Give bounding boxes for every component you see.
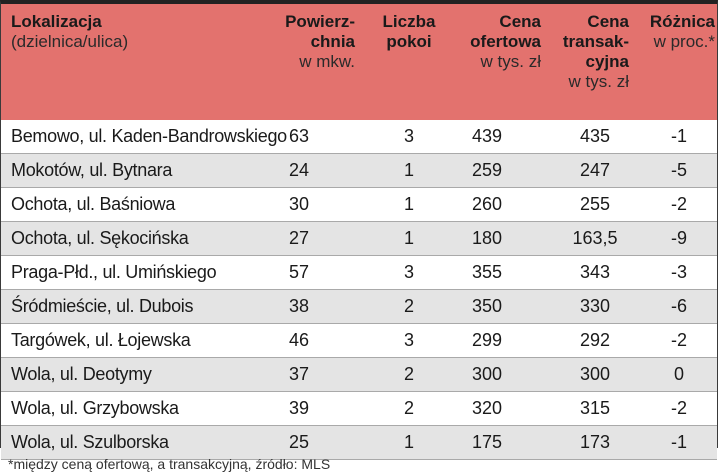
header-area-sub: w mkw. bbox=[299, 52, 355, 71]
cell-difference: -9 bbox=[670, 228, 687, 248]
header-diff: Różnica w proc.* bbox=[641, 12, 715, 52]
table-header: Lokalizacja (dzielnica/ulica) Powierz- c… bbox=[1, 4, 717, 120]
table-row: Mokotów, ul. Bytnara 24 1 259 247 -5 bbox=[1, 154, 717, 188]
cell-rooms: 1 bbox=[403, 432, 414, 452]
footnote: *między ceną ofertową, a transakcyjną, ź… bbox=[8, 456, 331, 472]
cell-transaction-price: 330 bbox=[579, 296, 611, 316]
cell-offer-price: 175 bbox=[471, 432, 503, 452]
cell-transaction-price: 300 bbox=[579, 364, 611, 384]
header-location: Lokalizacja (dzielnica/ulica) bbox=[11, 12, 128, 52]
cell-area: 57 bbox=[288, 262, 310, 282]
header-rooms-title-2: pokoi bbox=[386, 32, 432, 51]
table-row: Wola, ul. Szulborska 25 1 175 173 -1 bbox=[1, 426, 717, 460]
cell-transaction-price: 247 bbox=[579, 160, 611, 180]
cell-area: 30 bbox=[288, 194, 310, 214]
header-transaction-title-1: Cena bbox=[587, 12, 629, 31]
cell-rooms: 3 bbox=[403, 330, 414, 350]
cell-offer-price: 320 bbox=[471, 398, 503, 418]
cell-rooms: 3 bbox=[403, 262, 414, 282]
cell-rooms: 1 bbox=[403, 160, 414, 180]
header-location-title: Lokalizacja bbox=[11, 12, 102, 31]
cell-area: 46 bbox=[288, 330, 310, 350]
header-diff-sub: w proc.* bbox=[653, 32, 715, 51]
header-area: Powierz- chnia w mkw. bbox=[273, 12, 355, 72]
cell-difference: -2 bbox=[670, 330, 687, 350]
header-rooms: Liczba pokoi bbox=[377, 12, 441, 52]
header-offer-title-2: ofertowa bbox=[470, 32, 541, 51]
cell-offer-price: 350 bbox=[471, 296, 503, 316]
cell-offer-price: 439 bbox=[471, 126, 503, 146]
cell-difference: -2 bbox=[670, 194, 687, 214]
cell-transaction-price: 255 bbox=[579, 194, 611, 214]
cell-location: Targówek, ul. Łojewska bbox=[11, 330, 191, 350]
cell-transaction-price: 163,5 bbox=[572, 228, 618, 248]
cell-location: Wola, ul. Deotymy bbox=[11, 364, 152, 384]
table-row: Ochota, ul. Sękocińska 27 1 180 163,5 -9 bbox=[1, 222, 717, 256]
cell-transaction-price: 343 bbox=[579, 262, 611, 282]
header-location-sub: (dzielnica/ulica) bbox=[11, 32, 129, 51]
cell-difference: -2 bbox=[670, 398, 687, 418]
header-offer-sub: w tys. zł bbox=[480, 52, 541, 71]
cell-transaction-price: 435 bbox=[579, 126, 611, 146]
cell-offer-price: 260 bbox=[471, 194, 503, 214]
cell-area: 63 bbox=[288, 126, 310, 146]
cell-location: Bemowo, ul. Kaden-Bandrowskiego bbox=[11, 126, 287, 146]
cell-area: 39 bbox=[288, 398, 310, 418]
cell-rooms: 3 bbox=[403, 126, 414, 146]
cell-location: Praga-Płd., ul. Umińskiego bbox=[11, 262, 217, 282]
cell-location: Ochota, ul. Baśniowa bbox=[11, 194, 176, 214]
header-transaction-title-3: cyjna bbox=[585, 52, 629, 71]
cell-location: Mokotów, ul. Bytnara bbox=[11, 160, 173, 180]
cell-area: 25 bbox=[288, 432, 310, 452]
price-table: Lokalizacja (dzielnica/ulica) Powierz- c… bbox=[0, 0, 718, 460]
cell-offer-price: 259 bbox=[471, 160, 503, 180]
cell-area: 37 bbox=[288, 364, 310, 384]
cell-difference: -5 bbox=[670, 160, 687, 180]
table-row: Bemowo, ul. Kaden-Bandrowskiego 63 3 439 435… bbox=[1, 120, 717, 154]
cell-difference: -3 bbox=[670, 262, 687, 282]
cell-location: Śródmieście, ul. Dubois bbox=[11, 296, 194, 316]
cell-rooms: 1 bbox=[403, 194, 414, 214]
cell-location: Ochota, ul. Sękocińska bbox=[11, 228, 189, 248]
header-offer-title-1: Cena bbox=[499, 12, 541, 31]
cell-rooms: 2 bbox=[403, 364, 414, 384]
table-body: Bemowo, ul. Kaden-Bandrowskiego 63 3 439 435… bbox=[1, 120, 717, 460]
table-row: Wola, ul. Grzybowska 39 2 320 315 -2 bbox=[1, 392, 717, 426]
header-transaction-sub: w tys. zł bbox=[568, 72, 629, 91]
table-row: Praga-Płd., ul. Umińskiego 57 3 355 343 -3 bbox=[1, 256, 717, 290]
cell-difference: -1 bbox=[670, 432, 687, 452]
cell-rooms: 2 bbox=[403, 398, 414, 418]
cell-difference: -1 bbox=[670, 126, 687, 146]
cell-difference: -6 bbox=[670, 296, 687, 316]
cell-offer-price: 300 bbox=[471, 364, 503, 384]
cell-rooms: 1 bbox=[403, 228, 414, 248]
cell-transaction-price: 292 bbox=[579, 330, 611, 350]
cell-area: 27 bbox=[288, 228, 310, 248]
cell-offer-price: 180 bbox=[471, 228, 503, 248]
cell-transaction-price: 315 bbox=[579, 398, 611, 418]
cell-difference: 0 bbox=[673, 364, 684, 384]
cell-transaction-price: 173 bbox=[579, 432, 611, 452]
cell-location: Wola, ul. Grzybowska bbox=[11, 398, 179, 418]
header-transaction-title-2: transak- bbox=[562, 32, 629, 51]
cell-area: 38 bbox=[288, 296, 310, 316]
cell-area: 24 bbox=[288, 160, 310, 180]
table-row: Śródmieście, ul. Dubois 38 2 350 330 -6 bbox=[1, 290, 717, 324]
table-row: Ochota, ul. Baśniowa 30 1 260 255 -2 bbox=[1, 188, 717, 222]
table-row: Targówek, ul. Łojewska 46 3 299 292 -2 bbox=[1, 324, 717, 358]
header-area-title-2: chnia bbox=[310, 32, 355, 51]
header-transaction: Cena transak- cyjna w tys. zł bbox=[547, 12, 629, 92]
cell-rooms: 2 bbox=[403, 296, 414, 316]
header-area-title-1: Powierz- bbox=[285, 12, 355, 31]
header-rooms-title-1: Liczba bbox=[382, 12, 436, 31]
cell-offer-price: 299 bbox=[471, 330, 503, 350]
cell-offer-price: 355 bbox=[471, 262, 503, 282]
cell-location: Wola, ul. Szulborska bbox=[11, 432, 169, 452]
header-offer: Cena ofertowa w tys. zł bbox=[453, 12, 541, 72]
table-row: Wola, ul. Deotymy 37 2 300 300 0 bbox=[1, 358, 717, 392]
header-diff-title: Różnica bbox=[649, 12, 715, 31]
